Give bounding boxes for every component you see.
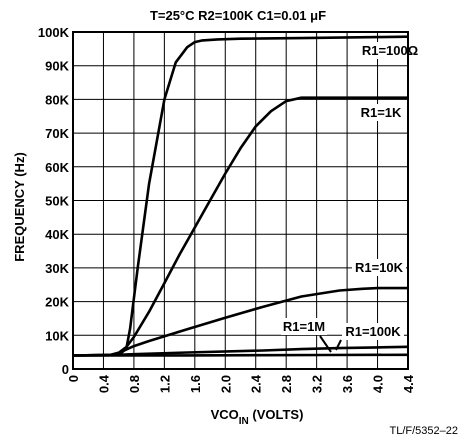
series-line-2 [72,286,408,357]
x-axis-label-tail: (VOLTS) [249,407,304,422]
series-lines [72,35,409,357]
y-tick-label: 30K [45,261,69,276]
x-tick-label: 4.4 [401,374,416,393]
series-label: R1=100K [345,324,401,339]
y-tick-label: 60K [45,160,69,175]
y-tick-label: 0 [62,362,69,377]
series-line-0 [72,35,409,357]
y-tick-label: 40K [45,227,69,242]
series-line-1 [72,96,408,357]
series-label: R1=1M [283,319,325,334]
series-labels: R1=100Ω R1=1K R1=10K R1=1M R1=100K [281,42,421,353]
x-tick-label: 2.8 [279,375,294,393]
x-axis-label: VCOIN (VOLTS) [211,407,304,427]
series-label-bg [358,104,404,121]
x-tick-label: 0.8 [127,375,142,393]
x-tick-label: 2.4 [249,374,264,393]
x-axis-label-subscript: IN [239,416,249,427]
series-label-bg [352,259,406,276]
y-tick-label: 50K [45,194,69,209]
y-tick-label: 80K [45,92,69,107]
series-label-bg [281,318,327,335]
chart-title: T=25°C R2=100K C1=0.01 μF [150,8,326,23]
x-tick-label: 4.0 [371,375,386,393]
figure-id: TL/F/5352–22 [390,425,459,437]
x-tick-label: 0 [66,375,81,382]
series-label-bg [359,42,421,59]
pointer-1m [319,335,332,353]
series-label: R1=1K [361,105,402,120]
y-tick-label: 90K [45,59,69,74]
y-tick-label: 20K [45,295,69,310]
y-tick-label: 10K [45,328,69,343]
x-tick-label: 1.2 [157,375,172,393]
series-label: R1=10K [355,260,404,275]
x-tick-label: 3.2 [310,375,325,393]
y-axis-label: FREQUENCY (Hz) [12,152,27,262]
grid [73,32,408,369]
pointer-100k [335,339,342,351]
x-tick-label: 2.0 [218,375,233,393]
y-tick-labels: 0 10K 20K 30K 40K 50K 60K 70K 80K 90K 100K [38,25,70,377]
x-axis-label-main: VCO [211,407,239,422]
series-label: R1=100Ω [362,43,418,58]
series-line-4 [73,353,409,357]
y-tick-label: 70K [45,126,69,141]
x-tick-label: 3.6 [340,375,355,393]
x-tick-label: 0.4 [96,374,111,393]
x-tick-labels: 0 0.4 0.8 1.2 1.6 2.0 2.4 2.8 3.2 3.6 4.0 4.4 [66,374,416,393]
series-label-bg [342,323,404,340]
x-tick-label: 1.6 [188,375,203,393]
y-tick-label: 100K [38,25,70,40]
plot-frame [72,31,409,370]
